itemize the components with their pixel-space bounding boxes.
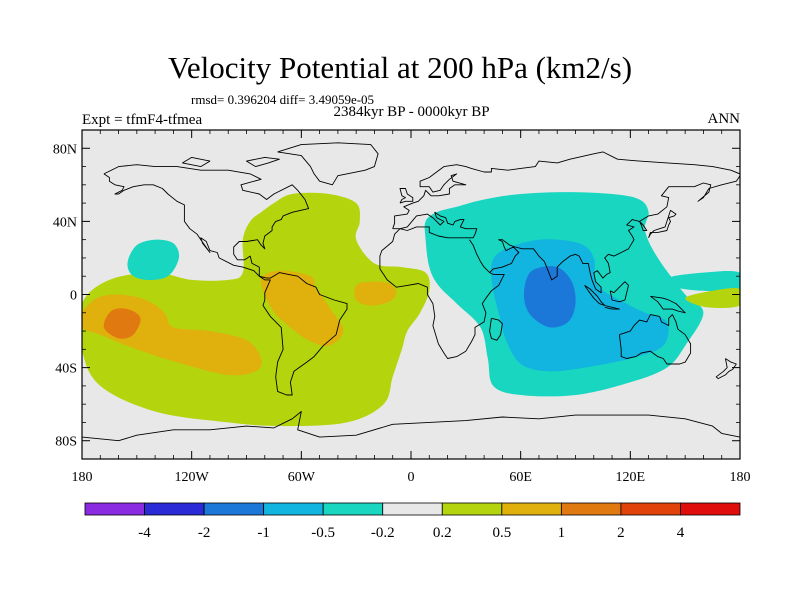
coastline-12 (489, 317, 503, 341)
x-tick-label: 60W (288, 470, 316, 485)
axis-ticks: 180 120W 60W 0 60E 120E 180 80N 40N 0 40S 80S (53, 130, 751, 485)
contour-region-central-pacific-core (103, 308, 141, 339)
colorbar-swatch (382, 502, 443, 516)
stats-label: rmsd= 0.396204 diff= 3.49059e-05 (191, 92, 375, 107)
coastline-14 (82, 411, 740, 442)
x-tick-label: 0 (408, 470, 415, 485)
coastline-4 (489, 175, 740, 294)
contour-region-east-pacific-cyan-blob (127, 239, 180, 280)
colorbar-label: 2 (617, 525, 625, 541)
contour-regions (82, 192, 740, 427)
coastline-13 (399, 188, 414, 204)
contour-region-western-hemisphere-positive (82, 192, 430, 427)
y-tick-label: 0 (70, 289, 77, 304)
coastlines (82, 142, 740, 442)
x-tick-label: 180 (72, 470, 93, 485)
contour-region-south-america-orange (260, 270, 344, 347)
colorbar-swatch (501, 502, 562, 516)
x-tick-label: 60E (509, 470, 532, 485)
coastline-5 (648, 209, 677, 239)
y-tick-label: 40N (53, 215, 77, 230)
colorbar-swatch (84, 502, 145, 516)
coastline-1 (277, 142, 379, 186)
coastline-6 (618, 314, 692, 365)
chart-title: Velocity Potential at 200 hPa (km2/s) (167, 50, 633, 85)
coastline-8 (604, 305, 620, 310)
colorbar-label: -0.5 (311, 525, 335, 541)
x-tick-label: 120W (175, 470, 210, 485)
coastline-2 (392, 151, 740, 229)
contour-region-west-pacific-cyan-strip (665, 271, 740, 293)
coastline-0 (103, 164, 348, 396)
y-tick-label: 80S (55, 435, 77, 450)
colorbar-swatch (144, 502, 205, 516)
contour-region-indian-ocean-core (523, 266, 576, 328)
colorbar-label: -4 (138, 525, 151, 541)
period-label: 2384kyr BP - 0000kyr BP (333, 104, 490, 120)
colorbar-swatch (203, 502, 265, 516)
contour-region-dateline-green-patch (685, 288, 740, 309)
colorbar-swatch (680, 502, 741, 516)
colorbar-swatch (620, 502, 681, 516)
colorbar-label: 1 (558, 525, 566, 541)
coastline-16 (182, 156, 211, 168)
colorbar-label: 0.5 (492, 525, 511, 541)
y-tick-label: 80N (53, 142, 77, 157)
colorbar: -4 -2 -1 -0.5 -0.2 0.2 0.5 1 2 4 (84, 502, 741, 541)
colorbar-label: -1 (257, 525, 270, 541)
contour-region-atlantic-orange (354, 281, 397, 306)
colorbar-label: 4 (677, 525, 685, 541)
coastline-11 (715, 358, 737, 380)
colorbar-swatch (560, 502, 622, 516)
coastline-10 (650, 295, 686, 314)
x-tick-label: 180 (730, 470, 751, 485)
colorbar-label: -0.2 (371, 525, 395, 541)
colorbar-label: 0.2 (433, 525, 452, 541)
x-tick-label: 120E (616, 470, 646, 485)
colorbar-swatch (441, 502, 503, 516)
season-label: ANN (707, 111, 741, 127)
colorbar-swatch (322, 502, 384, 516)
colorbar-label: -2 (198, 525, 211, 541)
y-tick-label: 40S (55, 362, 77, 377)
colorbar-swatch (263, 502, 324, 516)
coastline-15 (246, 156, 280, 168)
coastline-3 (379, 211, 505, 359)
coastline-9 (609, 281, 629, 303)
experiment-label: Expt = tfmF4-tfmea (82, 112, 203, 128)
